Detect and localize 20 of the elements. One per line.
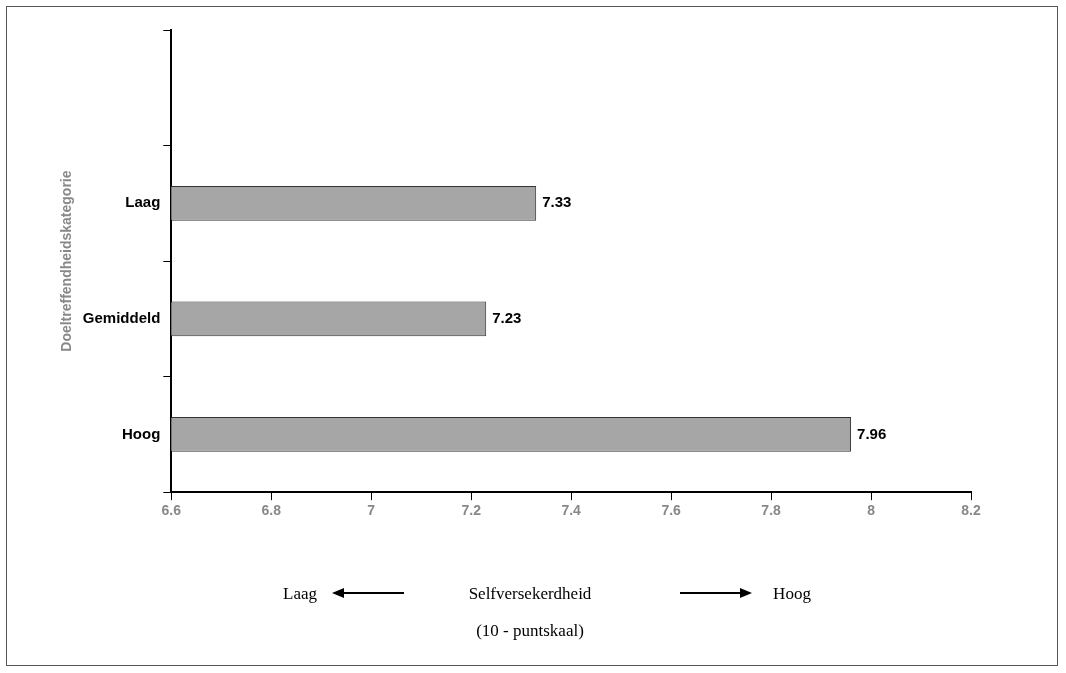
y-tick-label: Laag [125,193,161,211]
x-tick-label: 7.6 [661,502,682,519]
x-tick-label: 8.2 [961,502,981,519]
x-tick-label: 6.6 [161,502,182,519]
y-axis-title: Doeltreffendheidskategorie [58,170,75,352]
data-label: 7.23 [492,309,522,327]
text: Hoog [773,584,812,604]
y-tick-label: Gemiddeld [82,309,161,327]
x-tick-label: 7.4 [561,502,582,519]
data-label: 7.96 [857,424,887,442]
x-axis-title: Selfversekerdheid [468,584,592,604]
y-tick-label: Hoog [121,424,161,442]
x-tick-label: 8 [867,502,876,519]
text: (10 - puntskaal) [476,621,584,641]
data-label: 7.33 [542,193,572,211]
x-tick-label: 7.8 [761,502,782,519]
x-tick-label: 6.8 [261,502,282,519]
x-tick-label: 7 [367,502,376,519]
x-tick-label: 7.2 [461,502,482,519]
text: Laag [283,584,318,604]
